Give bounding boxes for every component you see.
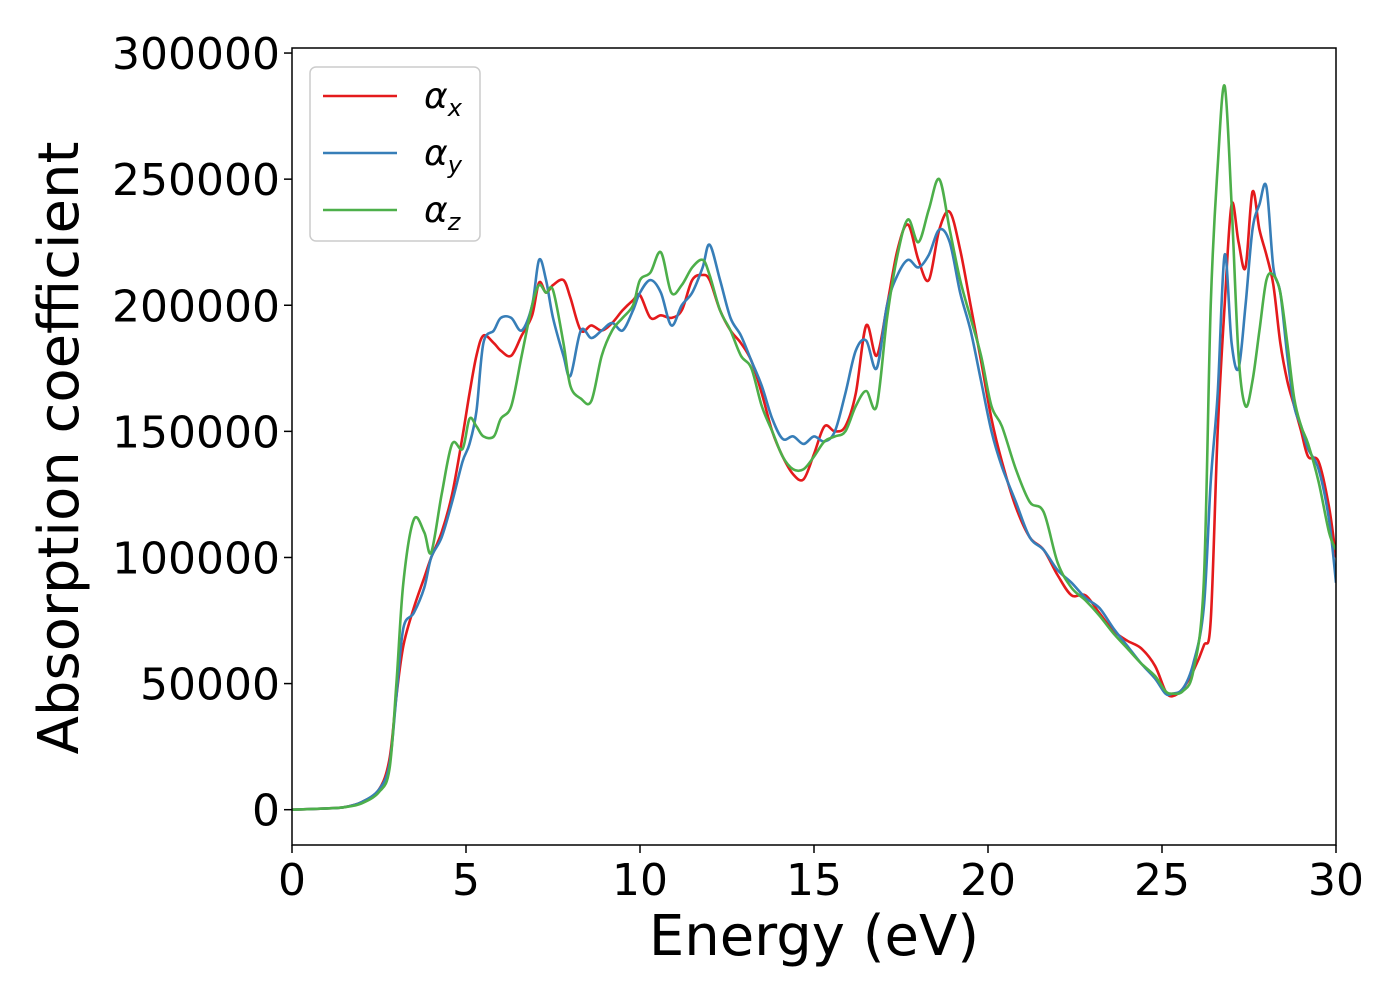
series-line-alpha-z (292, 84, 1336, 811)
x-tick-label: 15 (786, 855, 842, 906)
y-tick-label: 200000 (112, 281, 280, 332)
y-tick-label: 100000 (112, 533, 280, 584)
x-axis-ticks: 0 5 10 15 20 25 30 (278, 845, 1364, 906)
y-tick-label: 50000 (140, 660, 280, 711)
x-tick-label: 25 (1134, 855, 1190, 906)
legend-label-y: αy (424, 133, 463, 179)
y-axis-title: Absorption coefficient (27, 142, 92, 755)
legend-label-x: αx (424, 76, 463, 122)
y-tick-label: 150000 (112, 407, 280, 458)
x-tick-label: 5 (452, 855, 480, 906)
series-layer (292, 84, 1336, 811)
x-axis-title: Energy (eV) (649, 904, 979, 969)
x-tick-label: 20 (960, 855, 1016, 906)
y-tick-label: 300000 (112, 29, 280, 80)
y-tick-label: 0 (252, 786, 280, 837)
legend: αx αy αz (309, 66, 481, 242)
x-tick-label: 10 (612, 855, 668, 906)
legend-label-z: αz (424, 190, 462, 236)
series-line-alpha-y (292, 182, 1336, 811)
series-line-alpha-x (292, 189, 1336, 811)
x-tick-label: 0 (278, 855, 306, 906)
y-axis-ticks: 0 50000 100000 150000 200000 250000 300000 (112, 29, 292, 837)
x-tick-label: 30 (1308, 855, 1364, 906)
y-tick-label: 250000 (112, 155, 280, 206)
